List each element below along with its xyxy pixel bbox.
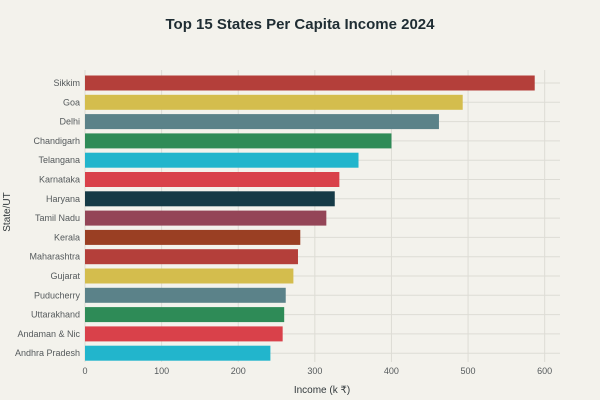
bar	[85, 326, 283, 342]
bar	[85, 133, 392, 149]
x-tick-labels: 0 100 200 300 400 500 600	[82, 366, 552, 376]
category-label: Haryana	[46, 194, 80, 204]
bar	[85, 249, 298, 265]
bar	[85, 152, 359, 168]
category-label: Tamil Nadu	[35, 213, 80, 223]
bar	[85, 229, 301, 245]
bar	[85, 287, 286, 303]
category-label: Uttarakhand	[31, 310, 80, 320]
category-label: Sikkim	[54, 78, 81, 88]
x-tick-label: 200	[231, 366, 246, 376]
y-axis-title: State/UT	[2, 192, 13, 231]
category-label: Andhra Pradesh	[15, 348, 80, 358]
x-tick-label: 400	[384, 366, 399, 376]
x-axis-title: Income (k ₹)	[294, 385, 350, 396]
category-label: Karnataka	[39, 175, 80, 185]
category-label: Delhi	[59, 117, 80, 127]
category-label: Goa	[63, 97, 80, 107]
bar	[85, 114, 439, 130]
bars	[85, 75, 535, 361]
bar	[85, 345, 271, 361]
bar	[85, 172, 340, 187]
category-label: Andaman & Nic	[17, 329, 80, 339]
bar	[85, 307, 285, 323]
x-tick-label: 100	[154, 366, 169, 376]
chart-title: Top 15 States Per Capita Income 2024	[166, 16, 436, 33]
category-label: Chandigarh	[33, 136, 80, 146]
x-tick-label: 600	[537, 366, 552, 376]
category-label: Gujarat	[50, 271, 80, 281]
x-tick-label: 0	[82, 366, 87, 376]
x-tick-label: 300	[307, 366, 322, 376]
bar	[85, 210, 327, 226]
category-labels: Sikkim Goa Delhi Chandigarh Telangana Karnata…	[15, 78, 81, 358]
category-label: Telangana	[38, 155, 80, 165]
bar	[85, 75, 535, 91]
category-label: Puducherry	[34, 290, 81, 300]
x-tick-label: 500	[461, 366, 476, 376]
category-label: Maharashtra	[29, 252, 80, 262]
bar	[85, 268, 294, 284]
bar	[85, 94, 463, 110]
category-label: Kerala	[54, 232, 80, 242]
bar	[85, 191, 335, 207]
